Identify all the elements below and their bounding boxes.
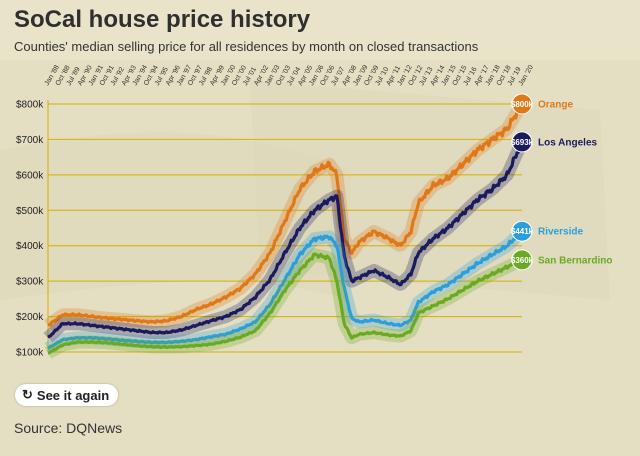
- end-marker-san-bernardino: [511, 249, 533, 271]
- end-value-orange: $800k: [511, 100, 534, 109]
- chart-subtitle: Counties' median selling price for all r…: [14, 39, 479, 54]
- series-name-orange: Orange: [538, 100, 573, 111]
- y-tick-label: $100k: [16, 348, 44, 359]
- y-tick-label: $500k: [16, 206, 44, 217]
- end-marker-orange: [511, 93, 533, 115]
- refresh-icon: ↻: [22, 387, 33, 402]
- end-value-san-bernardino: $360k: [511, 256, 534, 265]
- y-tick-label: $800k: [16, 100, 44, 111]
- y-tick-label: $200k: [16, 312, 44, 323]
- see-it-again-label: See it again: [36, 387, 110, 403]
- end-value-los-angeles: $693k: [511, 138, 534, 147]
- end-marker-riverside: [511, 220, 533, 242]
- series-name-los-angeles: Los Angeles: [538, 137, 598, 148]
- end-marker-los-angeles: [511, 131, 533, 153]
- series-name-riverside: Riverside: [538, 227, 583, 238]
- series-line-riverside: [47, 229, 524, 350]
- y-tick-label: $600k: [16, 170, 44, 181]
- y-tick-label: $700k: [16, 135, 44, 146]
- y-tick-label: $300k: [16, 277, 44, 288]
- series-name-san-bernardino: San Bernardino: [538, 255, 612, 266]
- y-tick-label: $400k: [16, 241, 44, 252]
- end-value-riverside: $441k: [511, 227, 534, 236]
- series-line-san-bernardino: [47, 252, 524, 355]
- series-line-orange: [47, 103, 524, 327]
- series-end-labels: $800k Orange $693k Los Angeles $441k Riversid…: [511, 93, 612, 271]
- see-it-again-button[interactable]: ↻ See it again: [15, 384, 119, 406]
- source-note: Source: DQNews: [14, 420, 123, 436]
- y-axis: $100k $200k $300k $400k $500k $600k $700k $800k: [16, 100, 44, 359]
- gridlines: [47, 100, 522, 353]
- series-line-los-angeles: [47, 139, 524, 339]
- series-lines: [42, 99, 528, 359]
- chart-title: SoCal house price history: [14, 6, 311, 33]
